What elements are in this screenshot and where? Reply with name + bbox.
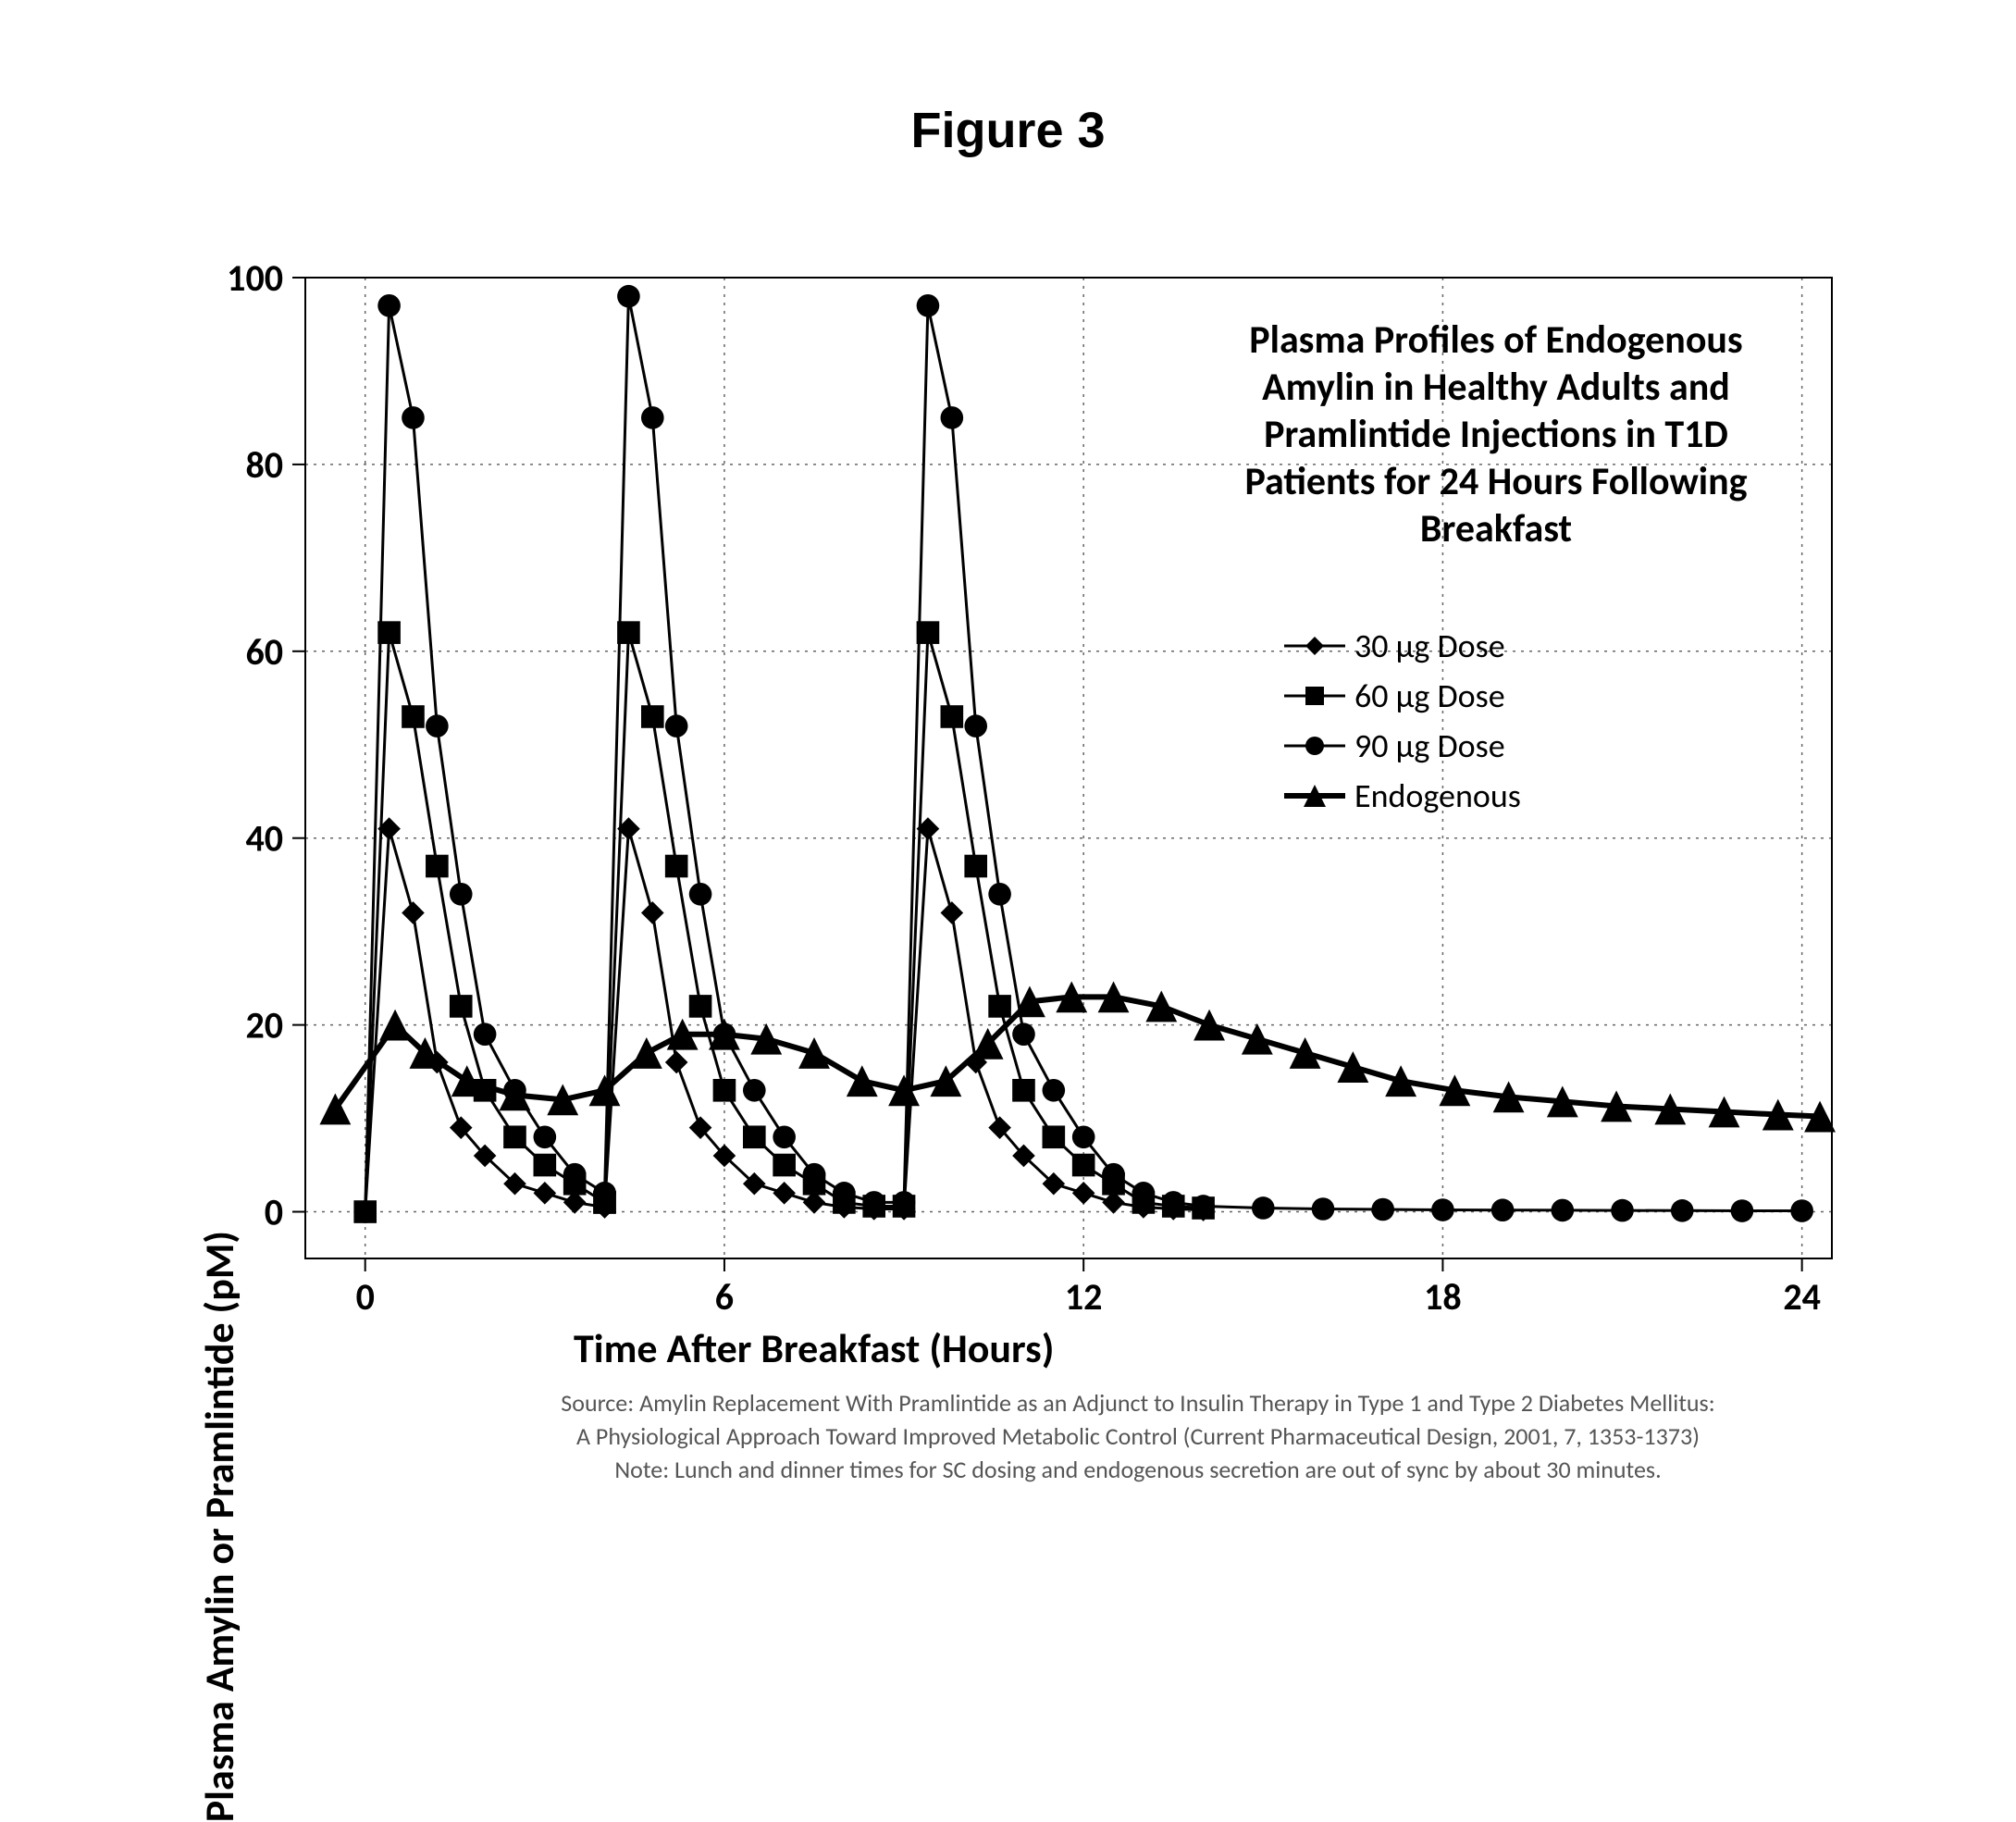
footnote-note: Note: Lunch and dinner times for SC dosi…: [352, 1455, 1924, 1484]
svg-text:60: 60: [245, 629, 283, 675]
in-chart-title-line: Pramlintide Injections in T1D: [1160, 411, 1832, 458]
legend-item: 90 µg Dose: [1282, 721, 1521, 771]
svg-text:12: 12: [1065, 1274, 1103, 1320]
legend-label: 30 µg Dose: [1354, 626, 1505, 666]
svg-text:0: 0: [265, 1190, 283, 1235]
in-chart-title-line: Plasma Profiles of Endogenous: [1160, 316, 1832, 364]
svg-text:6: 6: [715, 1274, 734, 1320]
svg-text:100: 100: [227, 255, 283, 301]
svg-text:40: 40: [245, 816, 283, 861]
y-axis-label: Plasma Amylin or Pramlintide (pM): [194, 1231, 244, 1822]
in-chart-title-line: Amylin in Healthy Adults and: [1160, 364, 1832, 411]
legend-label: 90 µg Dose: [1354, 725, 1505, 766]
page-root: Figure 3 06121824020406080100 Plasma Amy…: [0, 0, 2016, 1632]
in-chart-title-line: Breakfast: [1160, 505, 1832, 552]
in-chart-title-line: Patients for 24 Hours Following: [1160, 458, 1832, 505]
svg-text:80: 80: [245, 442, 283, 488]
legend-label: 60 µg Dose: [1354, 676, 1505, 716]
chart-legend: 30 µg Dose 60 µg Dose 90 µg Dose Endogenous: [1282, 621, 1521, 821]
legend-label: Endogenous: [1354, 775, 1521, 816]
svg-text:24: 24: [1783, 1274, 1821, 1320]
legend-item: Endogenous: [1282, 771, 1521, 821]
legend-item: 30 µg Dose: [1282, 621, 1521, 671]
svg-text:20: 20: [245, 1003, 283, 1048]
footnote-source-2: A Physiological Approach Toward Improved…: [352, 1421, 1924, 1451]
legend-item: 60 µg Dose: [1282, 671, 1521, 721]
svg-text:18: 18: [1424, 1274, 1462, 1320]
svg-text:0: 0: [356, 1274, 375, 1320]
in-chart-title: Plasma Profiles of EndogenousAmylin in H…: [1160, 316, 1832, 552]
footnote-source-1: Source: Amylin Replacement With Pramlint…: [352, 1388, 1924, 1418]
x-axis-label: Time After Breakfast (Hours): [574, 1323, 1054, 1373]
